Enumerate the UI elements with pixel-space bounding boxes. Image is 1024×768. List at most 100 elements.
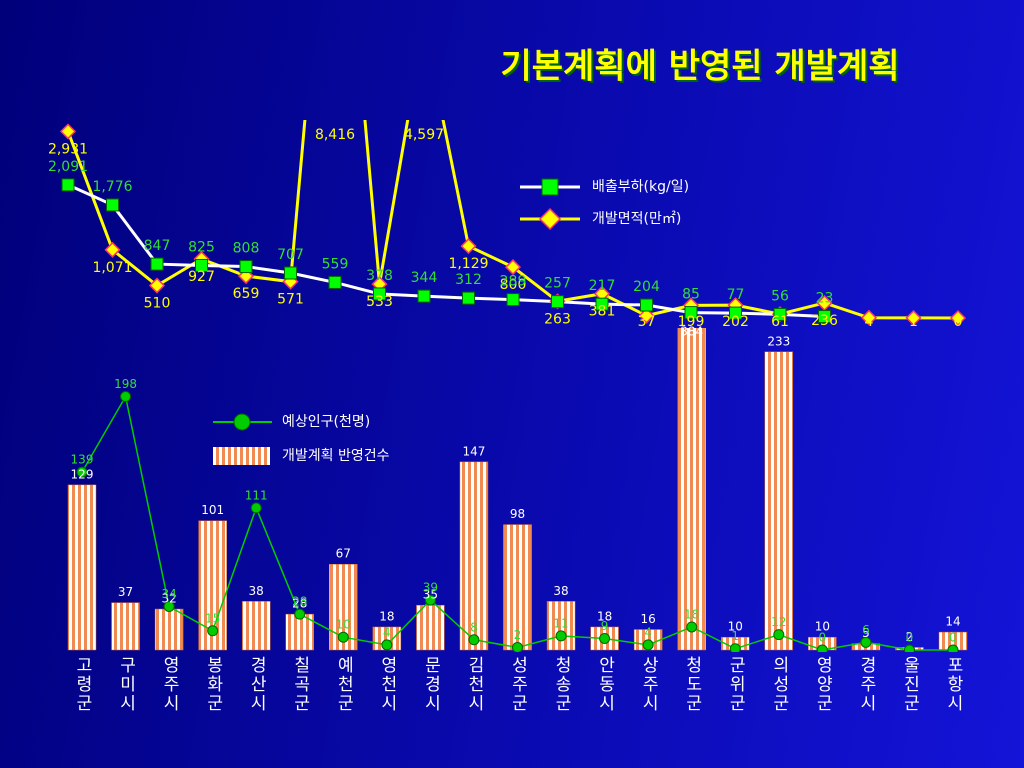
x-tick-label: 경산시 [246,656,267,713]
data-label: 0 [819,631,827,645]
data-label: 77 [727,287,745,303]
data-label: 927 [188,269,215,285]
data-label: 312 [455,272,482,288]
chart-title-shadow: 기본계획에 반영된 개발계획 [502,49,901,89]
data-label: 18 [684,607,699,621]
data-label: 707 [277,247,304,263]
data-label: 37 [638,314,656,330]
data-label: 289 [500,274,527,290]
x-tick-label: 영주시 [159,656,180,713]
data-label: 98 [510,507,525,521]
marker [949,309,967,327]
bar [285,613,314,651]
data-label: 1,129 [448,256,488,272]
x-tick-label: 김천시 [463,656,484,713]
marker [905,309,922,326]
data-label: 1,776 [92,179,132,195]
legend-marker [538,207,562,231]
data-label: 10 [815,620,830,634]
marker [76,466,88,478]
data-label: 111 [245,488,268,502]
marker [686,621,698,633]
data-label: 825 [188,239,215,255]
data-label: 67 [336,547,351,561]
data-label: 4 [383,625,391,639]
data-label: 8 [470,620,478,634]
bar [154,608,184,651]
marker [551,295,564,309]
data-label: 510 [144,296,171,312]
data-label: 18 [597,609,612,623]
data-label: 101 [201,503,224,517]
marker [59,123,77,140]
marker [903,644,915,652]
data-label: 202 [722,314,749,330]
data-label: 35 [423,588,438,602]
data-label: 571 [277,292,304,308]
data-label: 2,931 [48,141,88,157]
legend-label: 개발계획 반영건수 [282,448,390,464]
data-label: 4 [865,314,874,330]
marker [468,634,480,646]
data-label: 9 [601,619,609,633]
x-tick-label: 구미시 [115,656,136,713]
line [67,183,825,319]
data-label: 39 [423,581,438,595]
marker [773,307,787,321]
data-label: 800 [500,277,527,293]
marker [729,306,742,320]
marker [250,502,262,514]
data-label: 808 [233,241,260,257]
data-label: 139 [71,453,94,467]
bar [416,604,445,651]
data-label: 12 [771,615,786,629]
legend-label: 배출부하(kg/일) [592,179,689,195]
data-label: 147 [462,444,485,458]
marker [328,275,342,289]
x-tick-label: 칠곡군 [289,656,310,713]
marker [120,391,132,403]
data-label: 204 [633,279,660,295]
data-label: 11 [553,616,568,630]
x-tick-label: 고령군 [72,656,92,713]
data-label: 198 [114,377,137,391]
data-label: 16 [641,612,656,626]
x-tick-label: 성주군 [507,656,528,713]
bar [677,328,706,651]
data-label: 0 [954,314,963,330]
marker [195,258,208,272]
marker [555,630,567,642]
x-tick-label: 예천군 [333,656,354,713]
marker [106,198,119,212]
data-label: 217 [589,278,616,294]
marker [207,625,219,637]
marker [684,306,698,320]
data-label: 5 [862,626,870,640]
data-label: 32 [161,592,176,606]
marker [642,639,654,651]
data-label: 4,597 [404,127,444,143]
x-tick-label: 안동시 [594,656,615,713]
marker [239,260,253,274]
data-label: 2,091 [48,159,88,175]
data-label: 263 [544,311,571,327]
bar [503,524,532,651]
bar [241,601,271,651]
marker [818,310,831,324]
data-label: 14 [945,615,960,629]
marker [104,241,121,258]
marker [284,266,297,280]
data-label: 34 [161,587,176,601]
data-label: 38 [553,584,568,598]
x-tick-label: 청도군 [681,656,702,713]
bar [459,461,489,651]
data-label: 4 [644,625,652,639]
marker [506,293,520,307]
marker [816,294,833,312]
marker [462,291,475,305]
x-tick-label: 울진군 [899,656,920,713]
lower-plot [67,328,968,652]
x-tick-label: 군위군 [725,656,746,713]
